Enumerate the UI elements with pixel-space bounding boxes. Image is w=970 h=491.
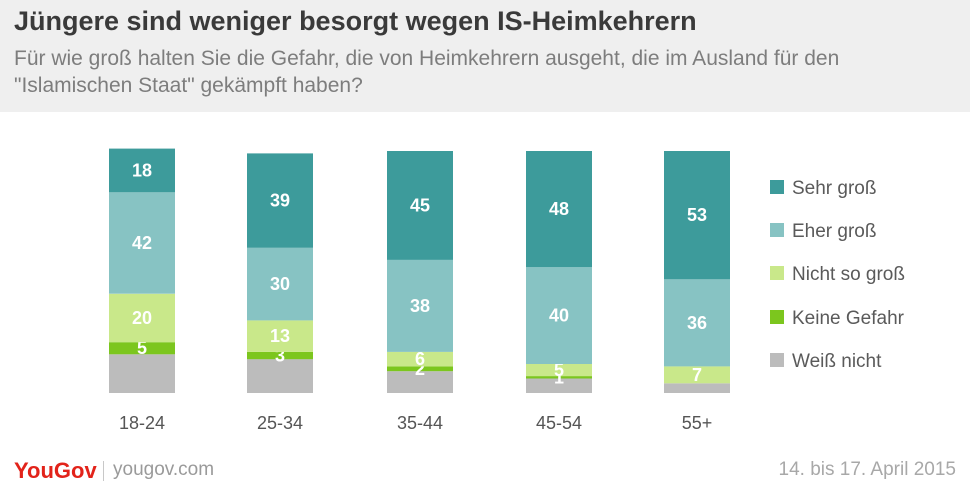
bar-25-34-eher-gross — [247, 247, 313, 321]
data-label-45-54-keine-gefahr: 1 — [554, 367, 564, 387]
bar-35-44-weiss-nicht — [387, 371, 453, 393]
data-label-45-54-sehr-gross: 48 — [549, 199, 569, 219]
chart-header: Jüngere sind weniger besorgt wegen IS-He… — [0, 0, 970, 112]
bar-18-24-weiss-nicht — [109, 354, 175, 393]
stacked-bar-chart: 520421818-24313303925-3426384535-4415404… — [109, 148, 905, 433]
data-label-35-44-eher-gross: 38 — [410, 296, 430, 316]
legend-label-keine-gefahr: Keine Gefahr — [792, 308, 905, 329]
legend-label-sehr-gross: Sehr groß — [792, 178, 876, 199]
x-tick-label: 45-54 — [536, 413, 582, 433]
bar-55+-eher-gross — [664, 279, 730, 367]
legend-label-weiss-nicht: Weiß nicht — [792, 351, 882, 372]
bar-45-54-sehr-gross — [526, 151, 592, 268]
bar-55+-weiss-nicht — [664, 383, 730, 393]
bar-25-34-keine-gefahr — [247, 351, 313, 360]
yougov-logo: YouGov — [14, 458, 97, 483]
x-tick-label: 25-34 — [257, 413, 303, 433]
survey-date: 14. bis 17. April 2015 — [778, 459, 956, 480]
bar-18-24-nicht-so-gross — [109, 293, 175, 343]
bar-45-54-keine-gefahr — [526, 376, 592, 379]
data-label-25-34-nicht-so-gross: 13 — [270, 326, 290, 346]
bar-45-54-eher-gross — [526, 267, 592, 364]
bar-25-34-weiss-nicht — [247, 359, 313, 393]
bar-25-34-nicht-so-gross — [247, 320, 313, 352]
x-tick-label: 55+ — [682, 413, 713, 433]
data-label-18-24-nicht-so-gross: 20 — [132, 308, 152, 328]
data-label-45-54-eher-gross: 40 — [549, 306, 569, 326]
data-label-55+-sehr-gross: 53 — [687, 205, 707, 225]
data-label-25-34-keine-gefahr: 3 — [275, 346, 285, 366]
bar-18-24-sehr-gross — [109, 148, 175, 193]
legend-label-eher-gross: Eher groß — [792, 221, 876, 242]
data-label-35-44-keine-gefahr: 2 — [415, 359, 425, 379]
data-label-18-24-eher-gross: 42 — [132, 233, 152, 253]
legend-swatch-nicht-so-gross — [770, 266, 784, 280]
x-tick-label: 35-44 — [397, 413, 443, 433]
bar-35-44-eher-gross — [387, 259, 453, 352]
bar-18-24-keine-gefahr — [109, 342, 175, 355]
data-label-55+-nicht-so-gross: 7 — [692, 365, 702, 385]
data-label-18-24-keine-gefahr: 5 — [137, 338, 147, 358]
data-label-55+-eher-gross: 36 — [687, 313, 707, 333]
legend-swatch-sehr-gross — [770, 180, 784, 194]
bar-45-54-nicht-so-gross — [526, 364, 592, 377]
data-label-35-44-nicht-so-gross: 6 — [415, 349, 425, 369]
bar-45-54-weiss-nicht — [526, 378, 592, 393]
legend-swatch-weiss-nicht — [770, 353, 784, 367]
bar-18-24-eher-gross — [109, 192, 175, 294]
footer-divider — [103, 461, 104, 481]
data-label-18-24-sehr-gross: 18 — [132, 160, 152, 180]
bar-35-44-sehr-gross — [387, 151, 453, 260]
data-label-25-34-sehr-gross: 39 — [270, 191, 290, 211]
x-tick-label: 18-24 — [119, 413, 165, 433]
legend-swatch-eher-gross — [770, 223, 784, 237]
legend-swatch-keine-gefahr — [770, 310, 784, 324]
data-label-35-44-sehr-gross: 45 — [410, 196, 430, 216]
data-label-25-34-eher-gross: 30 — [270, 274, 290, 294]
chart-subtitle: Für wie groß halten Sie die Gefahr, die … — [14, 47, 840, 97]
bar-35-44-nicht-so-gross — [387, 351, 453, 367]
footer-url: yougov.com — [113, 459, 215, 480]
chart-title: Jüngere sind weniger besorgt wegen IS-He… — [14, 6, 697, 36]
bar-55+-nicht-so-gross — [664, 366, 730, 384]
bar-25-34-sehr-gross — [247, 153, 313, 248]
bar-55+-sehr-gross — [664, 151, 730, 280]
data-label-45-54-nicht-so-gross: 5 — [554, 360, 564, 380]
legend-label-nicht-so-gross: Nicht so groß — [792, 264, 905, 285]
bar-35-44-keine-gefahr — [387, 366, 453, 372]
